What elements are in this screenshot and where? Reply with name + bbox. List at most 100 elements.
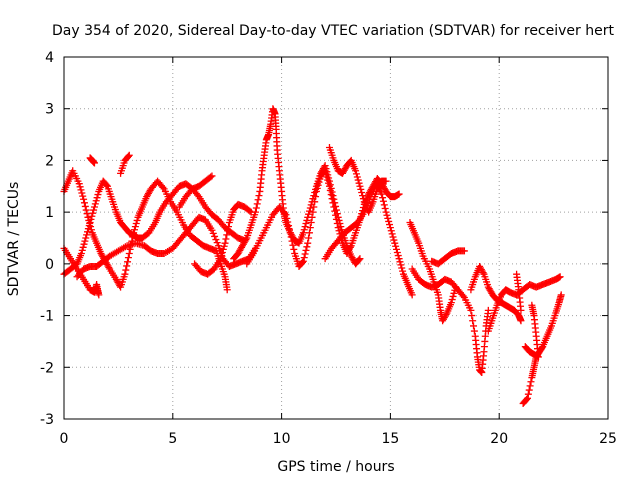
data-point: [313, 184, 321, 192]
x-axis-label: GPS time / hours: [277, 459, 394, 475]
data-point: [254, 196, 262, 204]
data-point: [84, 225, 92, 233]
data-point: [321, 167, 329, 175]
data-point: [479, 269, 487, 277]
data-point: [159, 183, 167, 191]
data-point: [83, 231, 91, 239]
data-point: [218, 248, 226, 256]
data-point: [80, 195, 88, 203]
data-point: [309, 208, 317, 216]
series-track-6: [117, 151, 133, 177]
data-point: [93, 194, 101, 202]
data-point: [90, 159, 98, 167]
data-point: [208, 172, 216, 180]
data-point: [328, 195, 336, 203]
data-point: [131, 226, 139, 234]
data-point: [284, 218, 292, 226]
data-point: [88, 212, 96, 220]
data-point: [219, 245, 227, 253]
data-point: [301, 223, 309, 231]
data-point: [523, 395, 531, 403]
series-track-7: [175, 172, 216, 211]
data-point: [526, 382, 534, 390]
data-point: [352, 170, 360, 178]
data-point: [395, 190, 403, 198]
data-point: [324, 176, 332, 184]
y-tick-label: -2: [40, 360, 54, 376]
data-point: [358, 188, 366, 196]
data-points: [60, 105, 565, 407]
data-point: [392, 245, 400, 253]
data-point: [286, 229, 294, 237]
series-track-3: [60, 177, 249, 278]
data-point: [78, 246, 86, 254]
data-point: [305, 210, 313, 218]
data-point: [224, 227, 232, 235]
data-point: [357, 185, 365, 193]
series-track-17: [484, 273, 564, 335]
data-point: [442, 311, 450, 319]
x-tick-labels: 0 5 10 15 20 25: [60, 431, 617, 447]
data-point: [470, 322, 478, 330]
data-point: [385, 217, 393, 225]
data-point: [242, 236, 250, 244]
data-point: [80, 240, 88, 248]
x-tick-label: 0: [60, 431, 69, 447]
y-tick-label: 2: [45, 153, 54, 169]
data-point: [87, 215, 95, 223]
data-point: [382, 208, 390, 216]
data-point: [251, 208, 259, 216]
data-point: [484, 306, 492, 314]
data-point: [449, 292, 457, 300]
data-point: [556, 273, 564, 281]
data-point: [353, 173, 361, 181]
data-point: [381, 205, 389, 213]
x-tick-label: 5: [168, 431, 177, 447]
data-point: [300, 254, 308, 262]
data-point: [93, 283, 101, 291]
data-point: [103, 181, 111, 189]
data-point: [331, 207, 339, 215]
series-track-15: [428, 247, 468, 268]
data-point: [327, 191, 335, 199]
data-point: [301, 250, 309, 258]
data-point: [302, 220, 310, 228]
data-point: [75, 180, 83, 188]
data-point: [391, 239, 399, 247]
series-track-8: [191, 200, 255, 278]
data-point: [77, 250, 85, 258]
x-tick-label: 15: [381, 431, 399, 447]
data-point: [125, 151, 133, 159]
data-point: [528, 301, 536, 309]
data-point: [325, 179, 333, 187]
data-point: [359, 192, 367, 200]
y-tick-label: 0: [45, 257, 54, 273]
data-point: [450, 289, 458, 297]
data-point: [79, 192, 87, 200]
data-point: [354, 176, 362, 184]
data-point: [81, 237, 89, 245]
data-point: [447, 299, 455, 307]
data-point: [305, 234, 313, 242]
data-point: [388, 230, 396, 238]
data-point: [383, 211, 391, 219]
series-track-14: [408, 265, 492, 376]
data-point: [389, 233, 397, 241]
data-point: [124, 152, 132, 160]
data-point: [78, 189, 86, 197]
data-point: [517, 306, 525, 314]
data-point: [467, 306, 475, 314]
data-point: [396, 258, 404, 266]
data-point: [398, 264, 406, 272]
data-point: [302, 246, 310, 254]
data-point: [352, 167, 360, 175]
data-point: [394, 252, 402, 260]
data-point: [334, 224, 342, 232]
data-point: [359, 195, 367, 203]
data-point: [300, 226, 308, 234]
data-point: [390, 236, 398, 244]
data-point: [90, 206, 98, 214]
data-point: [298, 258, 306, 266]
data-point: [89, 209, 97, 217]
series-track-12: [321, 180, 416, 299]
